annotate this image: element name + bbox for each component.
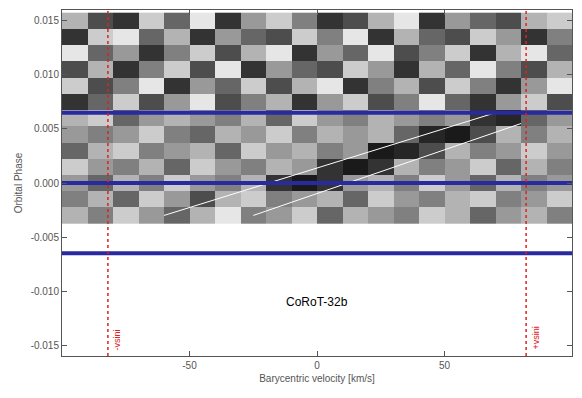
svg-text:0.005: 0.005	[34, 123, 59, 134]
svg-text:-0.010: -0.010	[31, 286, 60, 297]
svg-text:0: 0	[314, 360, 320, 371]
svg-text:+vsini: +vsini	[531, 326, 541, 349]
svg-text:50: 50	[439, 360, 451, 371]
svg-text:-0.005: -0.005	[31, 232, 60, 243]
svg-text:Barycentric velocity [km/s]: Barycentric velocity [km/s]	[259, 373, 375, 384]
svg-text:Orbital Phase: Orbital Phase	[13, 152, 24, 213]
svg-text:0.015: 0.015	[34, 15, 59, 26]
svg-text:0.010: 0.010	[34, 69, 59, 80]
svg-text:-50: -50	[182, 360, 197, 371]
svg-text:CoRoT-32b: CoRoT-32b	[286, 295, 348, 309]
svg-text:-0.015: -0.015	[31, 340, 60, 351]
svg-text:0.000: 0.000	[34, 178, 59, 189]
svg-text:-vsini: -vsini	[112, 329, 122, 350]
